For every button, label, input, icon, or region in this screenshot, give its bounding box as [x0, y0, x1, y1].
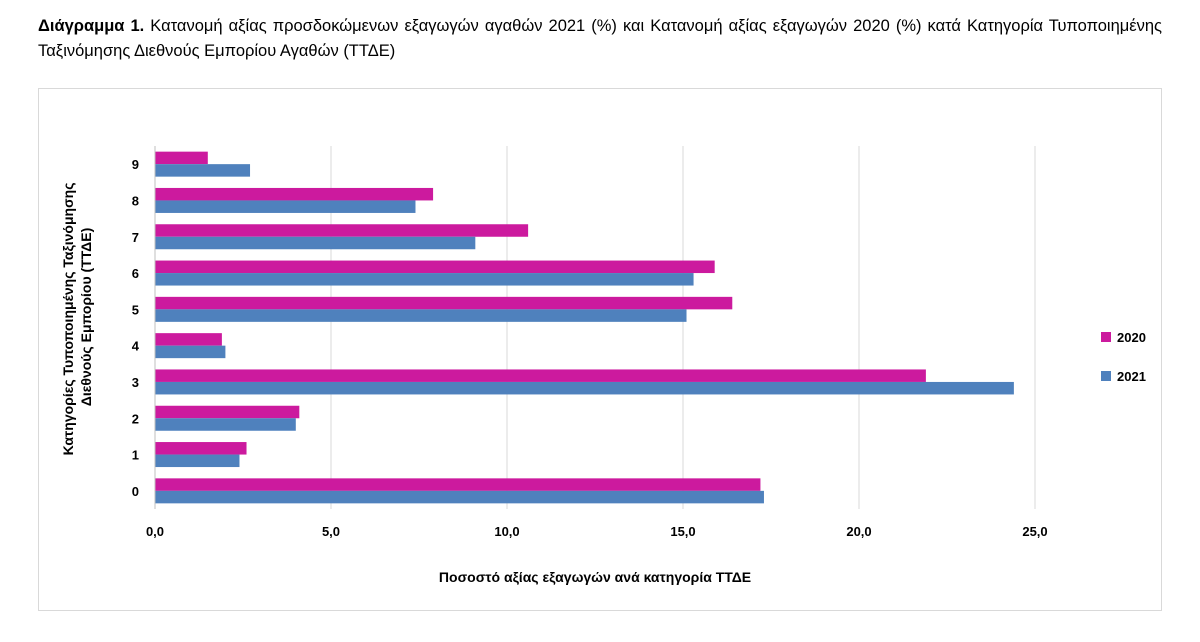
y-tick-label: 8: [132, 193, 139, 208]
legend: 2020 2021: [1101, 330, 1146, 384]
legend-swatch-2021: [1101, 371, 1111, 381]
y-tick-label: 7: [132, 230, 139, 245]
y-tick-label: 2: [132, 411, 139, 426]
legend-label-2020: 2020: [1117, 330, 1146, 345]
bar-2020-cat-2: [155, 405, 300, 419]
y-tick-label: 9: [132, 157, 139, 172]
bar-2020-cat-3: [155, 369, 926, 382]
chart-frame: [38, 88, 1162, 611]
caption-text: Κατανομή αξίας προσδοκώμενων εξαγωγών αγ…: [38, 17, 1162, 60]
bar-2020-cat-0: [155, 478, 761, 491]
bar-2020-cat-5: [155, 296, 733, 310]
x-tick-label: 5,0: [322, 524, 340, 539]
bars: [155, 151, 1014, 504]
bar-2021-cat-3: [155, 381, 1014, 395]
y-tick-label: 1: [132, 448, 139, 463]
gridlines: [330, 146, 1036, 509]
bar-2020-cat-4: [155, 333, 222, 346]
y-axis-title: Κατηγορίες Τυποποιημένης Ταξινόμησης Διε…: [60, 179, 94, 456]
bar-2021-cat-6: [155, 273, 694, 286]
bar-2021-cat-1: [155, 454, 240, 468]
bar-2021-cat-5: [155, 309, 687, 322]
bar-2020-cat-9: [155, 151, 208, 165]
y-tick-label: 3: [132, 375, 139, 390]
caption-label: Διάγραμμα 1.: [38, 17, 145, 35]
bar-2021-cat-8: [155, 200, 416, 213]
bar-2020-cat-7: [155, 224, 529, 237]
bar-2020-cat-1: [155, 442, 247, 455]
y-tick-label: 6: [132, 266, 139, 281]
chart-caption: Διάγραμμα 1. Κατανομή αξίας προσδοκώμενω…: [38, 14, 1162, 64]
x-tick-label: 20,0: [846, 524, 871, 539]
y-tick-label: 5: [132, 302, 139, 317]
bar-2021-cat-0: [155, 490, 764, 504]
bar-2020-cat-6: [155, 260, 715, 274]
axes: 0,0 5,0 10,0 15,0 20,0 25,0 0 1 2 3 4 5 6 7 8 9: [132, 146, 1048, 539]
bar-2021-cat-9: [155, 164, 251, 177]
x-tick-label: 0,0: [146, 524, 164, 539]
bar-2021-cat-4: [155, 345, 226, 359]
x-tick-label: 15,0: [670, 524, 695, 539]
legend-label-2021: 2021: [1117, 369, 1146, 384]
y-tick-label: 4: [132, 339, 140, 354]
legend-swatch-2020: [1101, 332, 1111, 342]
y-axis-title-line-1: Κατηγορίες Τυποποιημένης Ταξινόμησης: [60, 183, 76, 456]
y-axis-title-line-2: Διεθνούς Εμπορίου (ΤΤΔΕ): [78, 228, 94, 406]
y-tick-label: 0: [132, 484, 139, 499]
bar-2021-cat-2: [155, 418, 296, 431]
bar-2020-cat-8: [155, 187, 434, 201]
x-axis-title: Ποσοστό αξίας εξαγωγών ανά κατηγορία ΤΤΔ…: [439, 569, 751, 585]
x-tick-label: 25,0: [1022, 524, 1047, 539]
bar-2021-cat-7: [155, 236, 476, 250]
x-tick-label: 10,0: [494, 524, 519, 539]
